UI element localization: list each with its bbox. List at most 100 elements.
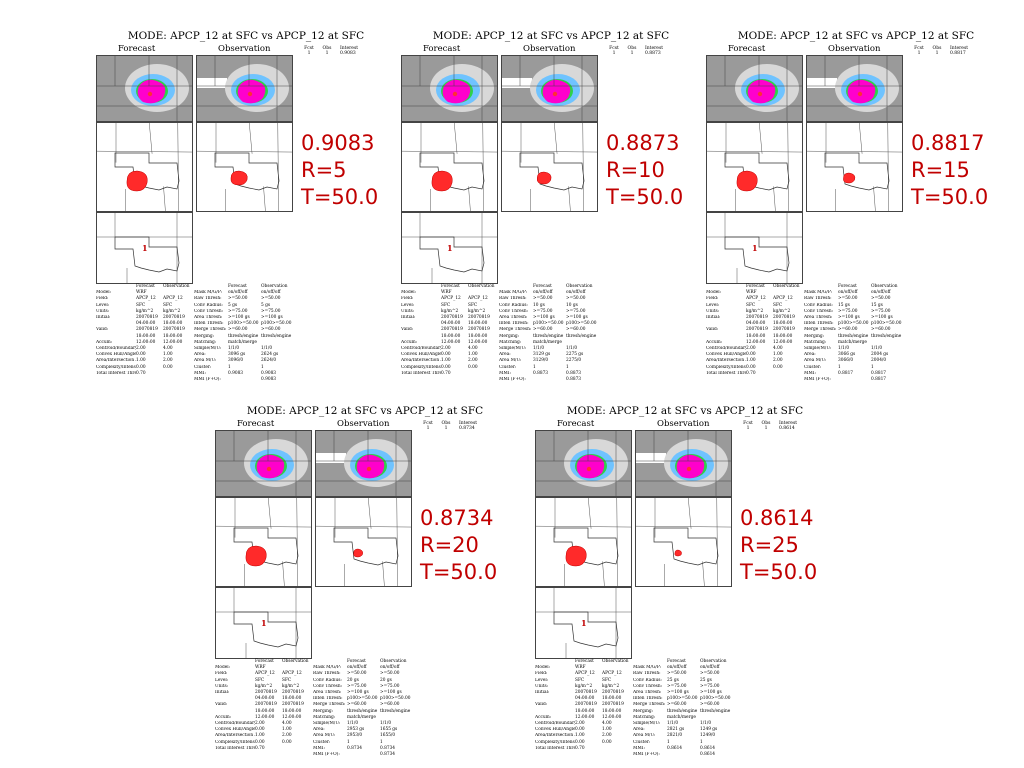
table-row: Area: 3129 gs 2275 gs bbox=[499, 352, 601, 358]
state-boundaries bbox=[316, 431, 411, 496]
forecast-value: on/off/off bbox=[347, 665, 367, 671]
attribute-label: Total Interest Thresh: bbox=[96, 370, 136, 376]
precip-core bbox=[757, 91, 763, 97]
forecast-value: 04:00:00 bbox=[136, 321, 156, 327]
table-row: Matching: match/merge bbox=[499, 340, 601, 346]
observation-value: 0.00 bbox=[602, 739, 612, 745]
forecast-value: p100>=50.00 bbox=[228, 321, 259, 327]
attribute-label: Convex Hull/Angle: bbox=[706, 352, 746, 358]
table-row: Complexity/Intensity:0.000.00 bbox=[706, 365, 802, 371]
table-row: Forecast Observation bbox=[535, 659, 631, 665]
legend-value-cell: 1 bbox=[764, 426, 768, 431]
attribute-label: Merging: bbox=[499, 333, 520, 339]
table-row: Centroid/Boundary: 2.00 4.00 bbox=[401, 346, 497, 352]
table-row: Total Interest Thresh:0.70 bbox=[706, 371, 802, 377]
table-row: Initial: 20070819 20070819 bbox=[401, 315, 497, 321]
forecast-value: >=50.00 bbox=[533, 296, 553, 302]
attribute-label: Merging: bbox=[804, 333, 825, 339]
observation-value: 18:00:00 bbox=[163, 321, 183, 327]
table-row: Model: WRF bbox=[401, 290, 497, 296]
forecast-value: 20070819 bbox=[746, 315, 768, 321]
attribute-label: Convex Hull/Angle: bbox=[535, 727, 575, 733]
table-row: Matching: match/merge bbox=[194, 340, 296, 346]
table-row: Merge Thresh: >=60.00 >=60.00 bbox=[804, 327, 906, 333]
forecast-value: kg/m^2 bbox=[255, 683, 273, 689]
legend-header: Fcst Obs Interest bbox=[300, 46, 390, 51]
legend-header: Fcst Obs Interest bbox=[739, 421, 829, 426]
table-row: Initial: 20070819 20070819 bbox=[215, 690, 311, 696]
observation-value: >=50.00 bbox=[566, 296, 586, 302]
forecast-value: 0.8873 bbox=[533, 370, 549, 376]
attribute-label: Conv Thresh: bbox=[499, 308, 529, 314]
forecast-value: 1/1/0 bbox=[667, 721, 679, 727]
forecast-value: 0.00 bbox=[136, 364, 146, 370]
legend-value-cell: 1 bbox=[444, 426, 448, 431]
attribute-table-left: Forecast Observation Model: WRF Field: APCP_1… bbox=[706, 284, 802, 377]
table-row: Convex Hull/Angle: 0.00 1.00 bbox=[401, 352, 497, 358]
attribute-label: Mask M/G/P: bbox=[313, 665, 342, 671]
forecast-value: 12:00:00 bbox=[136, 339, 156, 345]
legend-values: 1 1 0.8873 bbox=[605, 51, 695, 56]
forecast-value: 3066 gs bbox=[838, 352, 856, 358]
missing-data-area bbox=[316, 453, 346, 463]
observation-value: 1 bbox=[566, 364, 569, 370]
forecast-value: thresh/engine bbox=[347, 708, 378, 714]
observation-value: kg/m^2 bbox=[163, 308, 181, 314]
table-row: Total Interest Thresh:0.70 bbox=[96, 371, 192, 377]
observation-value: >=50.00 bbox=[871, 296, 891, 302]
table-row: Cluster: 1 1 bbox=[313, 740, 415, 746]
mode-panel-1: MODE: APCP_12 at SFC vs APCP_12 at SFC Fo… bbox=[96, 30, 396, 382]
attribute-label: Initial: bbox=[706, 315, 721, 321]
forecast-value bbox=[667, 752, 700, 758]
forecast-value: 12:00:00 bbox=[746, 339, 766, 345]
attribute-table-right: Forecast Observation Mask M/G/P: on/off/off… bbox=[194, 284, 296, 383]
table-row: Mask M/G/P: on/off/off on/off/off bbox=[633, 665, 735, 671]
attribute-label: Area Thresh: bbox=[804, 315, 833, 321]
legend-header-cell: Obs bbox=[932, 46, 942, 51]
legend-header-cell: Obs bbox=[322, 46, 332, 51]
legend-values: 1 1 0.8614 bbox=[739, 426, 829, 431]
forecast-value: on/off/off bbox=[838, 290, 858, 296]
precip-high bbox=[442, 79, 471, 104]
legend-header-cell: Fcst bbox=[914, 46, 924, 51]
forecast-value: >=60.00 bbox=[347, 702, 367, 708]
cluster-number: 1 bbox=[142, 243, 148, 253]
observation-value: Observation bbox=[468, 284, 495, 289]
table-row: Merge Thresh: >=60.00 >=60.00 bbox=[194, 327, 296, 333]
state-boundaries bbox=[402, 56, 497, 121]
oklahoma-outline bbox=[419, 236, 485, 273]
observation-value: SFC bbox=[282, 677, 292, 683]
table-row: Area Thresh: >=100 gs >=100 gs bbox=[313, 690, 415, 696]
forecast-value: 20070819 bbox=[136, 327, 158, 333]
legend-header-cell: Interest bbox=[950, 46, 969, 51]
observation-value: p100>=50.00 bbox=[261, 321, 292, 327]
observation-value: 0.9083 bbox=[261, 377, 277, 383]
table-row: Model: WRF bbox=[706, 290, 802, 296]
oklahoma-outline bbox=[553, 611, 619, 648]
table-row: Forecast Observation bbox=[215, 659, 311, 665]
cluster-map: 1 bbox=[96, 212, 193, 284]
forecast-value: 2821/0 bbox=[667, 733, 683, 739]
table-row: 04:00:00 18:00:00 bbox=[706, 321, 802, 327]
table-row: Matching: match/merge bbox=[804, 340, 906, 346]
observation-value: 12:00:00 bbox=[163, 339, 183, 345]
forecast-label: Forecast bbox=[557, 419, 595, 429]
forecast-value: match/merge bbox=[667, 714, 696, 720]
forecast-value: 1 bbox=[228, 364, 231, 370]
table-row: Area: 2953 gs 1655 gs bbox=[313, 727, 415, 733]
forecast-value: WRF bbox=[136, 290, 147, 296]
forecast-value: >=75.00 bbox=[533, 308, 553, 314]
legend-header: Fcst Obs Interest bbox=[605, 46, 695, 51]
observation-value: 0.8817 bbox=[871, 370, 887, 376]
legend-value-cell: 0.8734 bbox=[459, 426, 475, 431]
legend-header-cell: Interest bbox=[340, 46, 359, 51]
table-row: Conv Radius: 5 gs 5 gs bbox=[194, 303, 296, 309]
attribute-label: Field: bbox=[215, 671, 228, 677]
table-row: Conv Radius: 20 gs 20 gs bbox=[313, 678, 415, 684]
attribute-label: Centroid/Boundary: bbox=[215, 721, 255, 727]
table-row: Field: APCP_12 APCP_12 bbox=[535, 671, 631, 677]
observation-value: on/off/off bbox=[380, 665, 400, 671]
state-boundaries bbox=[216, 498, 311, 586]
forecast-value: thresh/engine bbox=[667, 708, 698, 714]
table-row: 18:00:00 18:00:00 bbox=[706, 334, 802, 340]
